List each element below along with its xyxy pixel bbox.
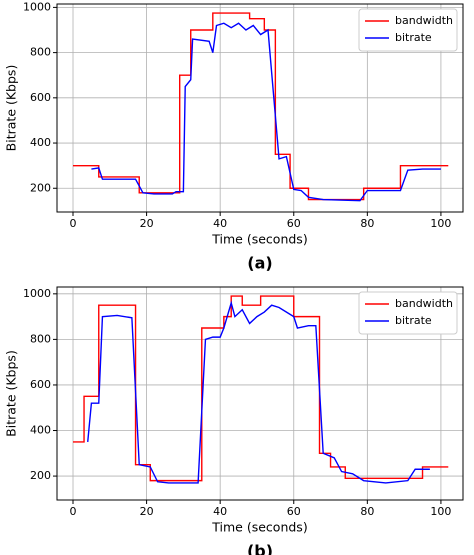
x-tick-label: 100 [430, 505, 451, 518]
x-tick-label: 80 [360, 217, 374, 230]
x-tick-label: 0 [70, 217, 77, 230]
y-axis-label: Bitrate (Kbps) [4, 65, 19, 152]
data-line [87, 300, 430, 484]
x-tick-label: 40 [213, 217, 227, 230]
y-tick-label: 600 [30, 91, 51, 104]
legend-label: bitrate [395, 31, 432, 44]
x-tick-label: 40 [213, 505, 227, 518]
x-tick-label: 100 [430, 217, 451, 230]
data-line [73, 295, 449, 482]
legend-box [358, 291, 458, 335]
x-tick-label: 20 [140, 217, 154, 230]
y-tick-label: 800 [30, 332, 51, 345]
plot: 0 20 40 60 80 100 200 400 600 800 1000 bandwidth bit… [4, 0, 464, 273]
y-tick-label: 800 [30, 46, 51, 59]
x-axis-label: Time (seconds) [211, 520, 307, 535]
plot: 0 20 40 60 80 100 200 400 600 800 1000 bandwidth bit… [4, 286, 464, 555]
y-tick-label: 200 [30, 469, 51, 482]
y-tick-label: 400 [30, 424, 51, 437]
x-tick-label: 0 [70, 505, 77, 518]
y-tick-label: 600 [30, 378, 51, 391]
legend-label: bandwidth [395, 297, 453, 310]
legend-label: bandwidth [395, 14, 453, 27]
x-tick-label: 60 [287, 505, 301, 518]
x-tick-label: 20 [140, 505, 154, 518]
y-tick-label: 1000 [23, 287, 51, 300]
plot-frame [56, 3, 464, 213]
y-tick-label: 200 [30, 181, 51, 194]
x-tick-label: 80 [360, 505, 374, 518]
y-tick-label: 400 [30, 136, 51, 149]
y-tick-label: 1000 [23, 0, 51, 13]
y-axis-label: Bitrate (Kbps) [4, 350, 19, 437]
caption: (a) [247, 254, 272, 273]
data-line [91, 22, 441, 202]
x-tick-label: 60 [287, 217, 301, 230]
legend-label: bitrate [395, 314, 432, 327]
legend-box [358, 8, 458, 52]
x-axis-label: Time (seconds) [211, 232, 307, 247]
plot-frame [56, 286, 464, 501]
caption: (b) [247, 542, 273, 555]
